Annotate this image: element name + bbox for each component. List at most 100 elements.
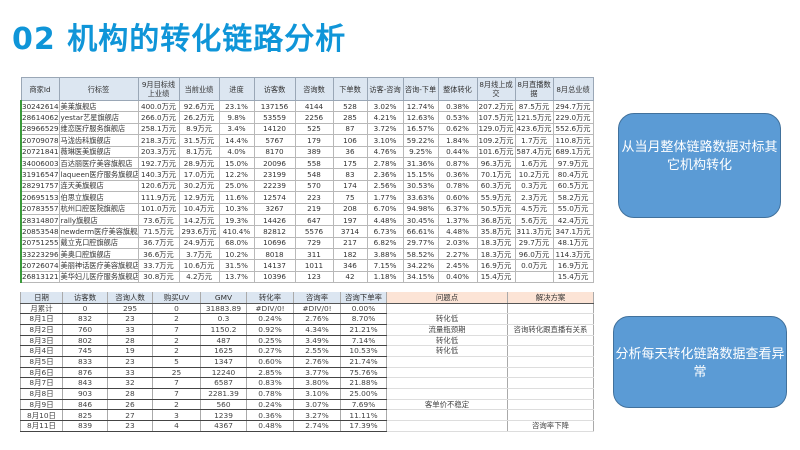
column-header: 访客-咨询 xyxy=(366,77,404,101)
table-cell: 876 xyxy=(62,367,108,379)
table-cell: 3400600339 xyxy=(20,156,60,170)
table-cell: 10696 xyxy=(253,236,296,250)
table-row: 2075125563戴立克口腔旗舰店36.7万元24.9万元68.0%10696… xyxy=(20,236,594,250)
table-cell: 80.4万元 xyxy=(552,168,594,181)
table-cell: 8月3日 xyxy=(20,335,63,347)
table-cell: 2 xyxy=(152,399,201,411)
table-cell: 647 xyxy=(294,213,334,227)
table-cell: 0.78% xyxy=(246,388,294,400)
table-cell: 3.88% xyxy=(366,248,404,261)
table-cell: 2861406274 xyxy=(20,111,60,124)
table-cell: 31.5% xyxy=(218,259,255,272)
table-cell: 3.80% xyxy=(293,377,341,389)
table-cell: 825 xyxy=(62,409,108,422)
table-cell: 1.84% xyxy=(437,134,478,147)
table-cell xyxy=(386,388,508,400)
table-cell: 903 xyxy=(62,388,108,400)
table-row: 2072184129薇琳医美旗舰店203.3万元8.1万元4.0%8170389… xyxy=(20,145,594,158)
table-cell: 美华妇儿医疗服务旗舰店 xyxy=(58,270,139,284)
table-cell: 3.10% xyxy=(293,388,341,400)
table-cell: 17.39% xyxy=(340,420,387,432)
table-cell: 1.37% xyxy=(437,213,478,227)
table-cell: 70.1万元 xyxy=(476,168,516,181)
table-cell: 109.2万元 xyxy=(476,134,516,147)
table-cell: 760 xyxy=(62,324,108,336)
table-cell: 94.98% xyxy=(402,202,439,215)
table-row: 8月6日 876 33 25 12240 2.85% 3.77% 75.76% xyxy=(20,367,594,379)
column-header: 8月总业绩 xyxy=(552,77,594,101)
table-cell: 23 xyxy=(107,313,153,325)
column-header: 访客数 xyxy=(62,292,108,304)
table-cell: 101.0万元 xyxy=(137,202,180,215)
table-row: 2831480784rally旗舰店73.6万元14.2万元19.3%14426… xyxy=(20,213,594,227)
table-cell: 15.15% xyxy=(402,168,439,181)
table-cell: 2681312185 xyxy=(20,270,60,284)
table-cell: 96.0万元 xyxy=(514,248,554,261)
column-header: 问题点 xyxy=(386,292,508,304)
table-cell: 60.5万元 xyxy=(552,179,594,193)
table-cell: 22239 xyxy=(253,179,296,193)
table-cell: 0.38% xyxy=(437,99,478,113)
callout-monthly-benchmark: 从当月整体链路数据对标其它机构转化 xyxy=(618,113,781,218)
table-cell xyxy=(386,356,508,368)
table-cell: 2.55% xyxy=(293,345,341,357)
table-cell: 12.63% xyxy=(402,111,439,124)
column-header: 日期 xyxy=(20,292,63,304)
table-cell: 3.4% xyxy=(218,122,255,136)
table-cell: 30.2万元 xyxy=(178,179,220,193)
table-row: 2681312185美华妇儿医疗服务旗舰店30.8万元4.2万元13.7%103… xyxy=(20,270,594,284)
table-cell: 33 xyxy=(107,367,153,379)
table-cell: 4 xyxy=(152,420,201,432)
table-cell: 0.24% xyxy=(246,313,294,325)
table-cell: 8月9日 xyxy=(20,399,63,411)
table-cell: 0.36% xyxy=(437,168,478,181)
column-header: 转化率 xyxy=(246,292,294,304)
table-cell: 528 xyxy=(332,99,368,113)
table-cell: 410.4% xyxy=(218,225,255,238)
table-row: 8月10日 825 27 3 1239 0.36% 3.27% 11.11% xyxy=(20,409,594,422)
table-cell: #DIV/0! xyxy=(246,303,294,315)
column-header: 咨询数 xyxy=(294,77,334,101)
table-cell: 8月7日 xyxy=(20,377,63,389)
table-cell: 6.70% xyxy=(366,202,404,215)
table-cell: 2.76% xyxy=(293,356,341,368)
table-cell: 16.9万元 xyxy=(476,259,516,272)
table-cell: 转化低 xyxy=(386,313,508,325)
table-cell: 27 xyxy=(107,409,153,422)
table-cell: 7.14% xyxy=(340,335,387,347)
table-cell: 4.21% xyxy=(366,111,404,124)
table-cell: 1239 xyxy=(200,409,247,422)
table-row: 2078355763杭州口腔医院旗舰店101.0万元10.4万元10.3%326… xyxy=(20,202,594,215)
table-cell: 729 xyxy=(294,236,334,250)
table-cell: 28 xyxy=(107,388,153,400)
table-cell: 219 xyxy=(294,202,334,215)
column-header: GMV xyxy=(200,292,247,304)
table-cell: 846 xyxy=(62,399,108,411)
table-cell: 11.11% xyxy=(340,409,387,422)
table-cell: 连天美旗舰店 xyxy=(58,179,139,193)
table-cell: 548 xyxy=(294,168,334,181)
table-cell: 4144 xyxy=(294,99,334,113)
table-cell: 6587 xyxy=(200,377,247,389)
table-cell xyxy=(507,377,594,389)
table-cell: 2.03% xyxy=(437,236,478,250)
table-row: 3024261427美莱旗舰店400.0万元92.6万元23.1%1371564… xyxy=(20,99,594,113)
table-cell: 3322329654 xyxy=(20,248,60,261)
column-header: 访客数 xyxy=(253,77,296,101)
table-cell: 7 xyxy=(152,377,201,389)
table-cell: 2 xyxy=(152,345,201,357)
table-cell: 34.22% xyxy=(402,259,439,272)
table-cell: 121.5万元 xyxy=(514,111,554,124)
table-cell: 0.27% xyxy=(246,345,294,357)
table-cell: 832 xyxy=(62,313,108,325)
table-cell: 66.61% xyxy=(402,225,439,238)
table-cell: 87.5万元 xyxy=(514,99,554,113)
column-header: 8月线上成交 xyxy=(476,77,516,101)
table-cell: 2.85% xyxy=(246,367,294,379)
table-cell: 14.2万元 xyxy=(178,213,220,227)
table-cell: 140.3万元 xyxy=(137,168,180,181)
table-cell: 0.0万元 xyxy=(514,259,554,272)
table-cell: 伯思立旗舰店 xyxy=(58,191,139,204)
table-cell xyxy=(386,377,508,389)
table-cell: 182 xyxy=(332,248,368,261)
